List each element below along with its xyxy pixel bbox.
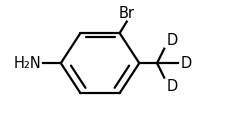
Text: D: D (180, 56, 191, 71)
Text: Br: Br (118, 6, 134, 21)
Text: D: D (166, 78, 177, 94)
Text: D: D (166, 33, 177, 48)
Text: H₂N: H₂N (14, 56, 41, 71)
